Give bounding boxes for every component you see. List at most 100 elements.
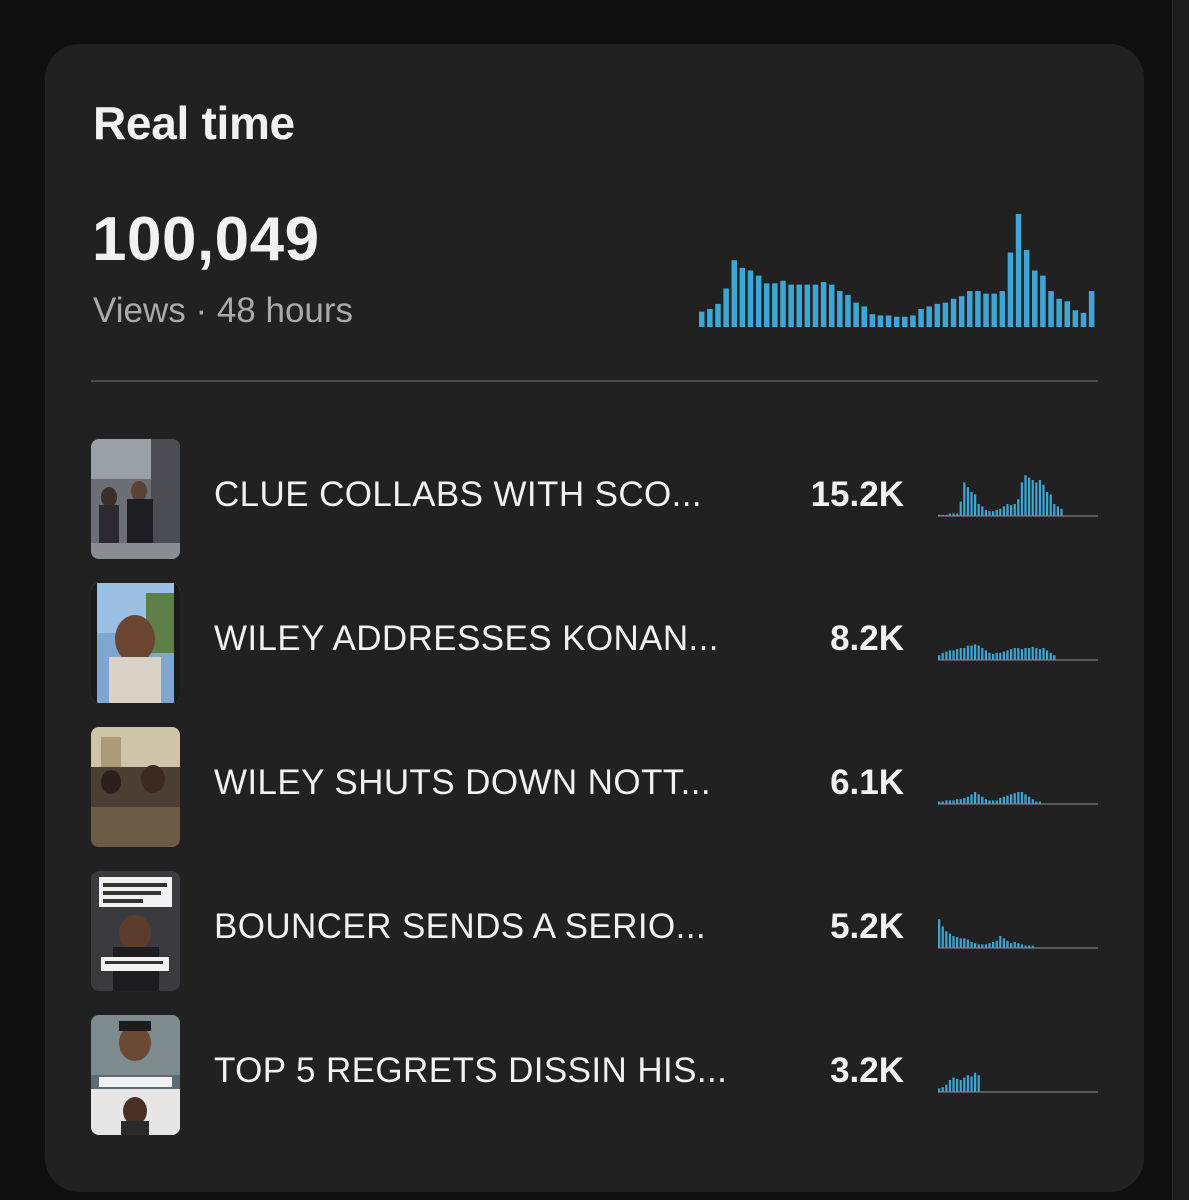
sparkline-bar (963, 938, 966, 948)
chart-bar (772, 283, 778, 327)
chart-bar (828, 284, 835, 327)
sparkline-bar (988, 943, 991, 948)
chart-bar (1007, 252, 1014, 327)
chart-bar (1080, 312, 1087, 327)
sparkline-bar (1010, 943, 1013, 948)
video-row[interactable]: WILEY ADDRESSES KONAN... 8.2K (45, 582, 1144, 704)
chart-bar (796, 284, 802, 327)
sparkline-bar (984, 510, 988, 516)
sparkline-bar (970, 645, 973, 660)
sparkline-bar (984, 650, 988, 660)
sparkline-bar (995, 652, 998, 660)
sparkline-bar (970, 492, 973, 516)
sparkline-bar (956, 513, 959, 516)
sparkline-bar (992, 511, 995, 516)
chart-bar (893, 316, 900, 327)
chart-bar (812, 284, 819, 327)
sparkline-bar (963, 648, 966, 660)
sparkline-bar (938, 801, 941, 804)
sparkline-bar (977, 1075, 980, 1092)
sparkline-bar (1020, 944, 1024, 948)
realtime-views-chart[interactable] (699, 210, 1097, 327)
sparkline-bar (1002, 651, 1006, 660)
sparkline-bar (977, 794, 980, 804)
video-thumbnail-faces[interactable] (91, 1015, 180, 1135)
sparkline-bar (974, 644, 977, 660)
sparkline-bar (1013, 648, 1016, 660)
sparkline-bar (1031, 945, 1034, 948)
sparkline-bar (988, 800, 991, 804)
video-title: WILEY SHUTS DOWN NOTT... (214, 763, 712, 802)
sparkline-bar (1028, 796, 1031, 804)
chart-bar (983, 293, 989, 327)
chart-bar (869, 314, 876, 327)
sparkline-bar (938, 655, 941, 660)
sparkline-bar (970, 942, 973, 948)
sparkline-bar (948, 513, 952, 516)
sparkline-bar (992, 654, 995, 660)
video-row[interactable]: WILEY SHUTS DOWN NOTT... 6.1K (45, 726, 1144, 848)
chart-bar (731, 260, 738, 327)
video-title: BOUNCER SENDS A SERIO... (214, 907, 706, 946)
sparkline-bar (1006, 650, 1009, 660)
chart-bar (788, 284, 794, 327)
sparkline-bar (948, 1080, 952, 1092)
sparkline-bar (977, 944, 980, 948)
sparkline-bar (952, 800, 955, 804)
chart-bar (1023, 249, 1030, 327)
sparkline-bar (959, 799, 962, 804)
chart-bar (975, 291, 981, 327)
window-edge (1172, 0, 1189, 1200)
chart-bar (1032, 270, 1038, 327)
video-row[interactable]: BOUNCER SENDS A SERIO... 5.2K (45, 870, 1144, 992)
video-thumbnail-crowd[interactable] (91, 727, 180, 847)
sparkline-bar (963, 1077, 966, 1092)
sparkline-bar (1053, 504, 1056, 516)
sparkline-bar (1006, 795, 1009, 804)
realtime-card: Real time 100,049 Views · 48 hours CLUE … (45, 44, 1144, 1192)
sparkline-bar (1042, 648, 1045, 660)
sparkline-bar (1020, 482, 1024, 516)
sparkline-bar (945, 800, 948, 804)
sparkline-bar (1017, 648, 1020, 660)
sparkline-bar (1020, 792, 1024, 804)
sparkline-bar (1035, 648, 1038, 660)
chart-bar (747, 270, 754, 327)
chart-bar (755, 275, 762, 327)
sparkline-bar (999, 798, 1002, 804)
sparkline-bar (945, 514, 948, 516)
sparkline-bar (1028, 477, 1031, 516)
sparkline-bar (1046, 492, 1049, 516)
sparkline-bar (1024, 648, 1027, 660)
video-row[interactable]: TOP 5 REGRETS DISSIN HIS... 3.2K (45, 1014, 1144, 1136)
sparkline-bar (981, 796, 984, 804)
video-title: TOP 5 REGRETS DISSIN HIS... (214, 1051, 728, 1090)
sparkline-bar (1035, 801, 1038, 804)
sparkline-bar (945, 931, 948, 948)
video-sparkline (938, 919, 1098, 949)
sparkline-bar (1024, 945, 1027, 948)
sparkline-bar (1024, 475, 1027, 516)
sparkline-bar (952, 650, 955, 660)
sparkline-bar (974, 494, 977, 516)
sparkline-bar (974, 943, 977, 948)
sparkline-bar (966, 939, 970, 948)
sparkline-bar (952, 1077, 955, 1092)
video-thumbnail-group[interactable] (91, 439, 180, 559)
card-title: Real time (93, 97, 295, 149)
chart-bar (910, 315, 916, 327)
sparkline-bar (963, 482, 966, 516)
sparkline-bar (941, 801, 944, 804)
chart-bar (1040, 275, 1046, 327)
sparkline-bar (941, 652, 944, 660)
sparkline-bar (999, 652, 1002, 660)
video-row[interactable]: CLUE COLLABS WITH SCO... 15.2K (45, 438, 1144, 560)
sparkline-bar (1013, 942, 1016, 948)
chart-bar (861, 306, 867, 327)
sparkline-bar (1049, 652, 1052, 660)
sparkline-bar (959, 1080, 962, 1092)
sparkline-bar (959, 501, 962, 516)
video-thumbnail-portrait[interactable] (91, 583, 180, 703)
video-thumbnail-podcast[interactable] (91, 871, 180, 991)
sparkline-bar (938, 514, 941, 516)
